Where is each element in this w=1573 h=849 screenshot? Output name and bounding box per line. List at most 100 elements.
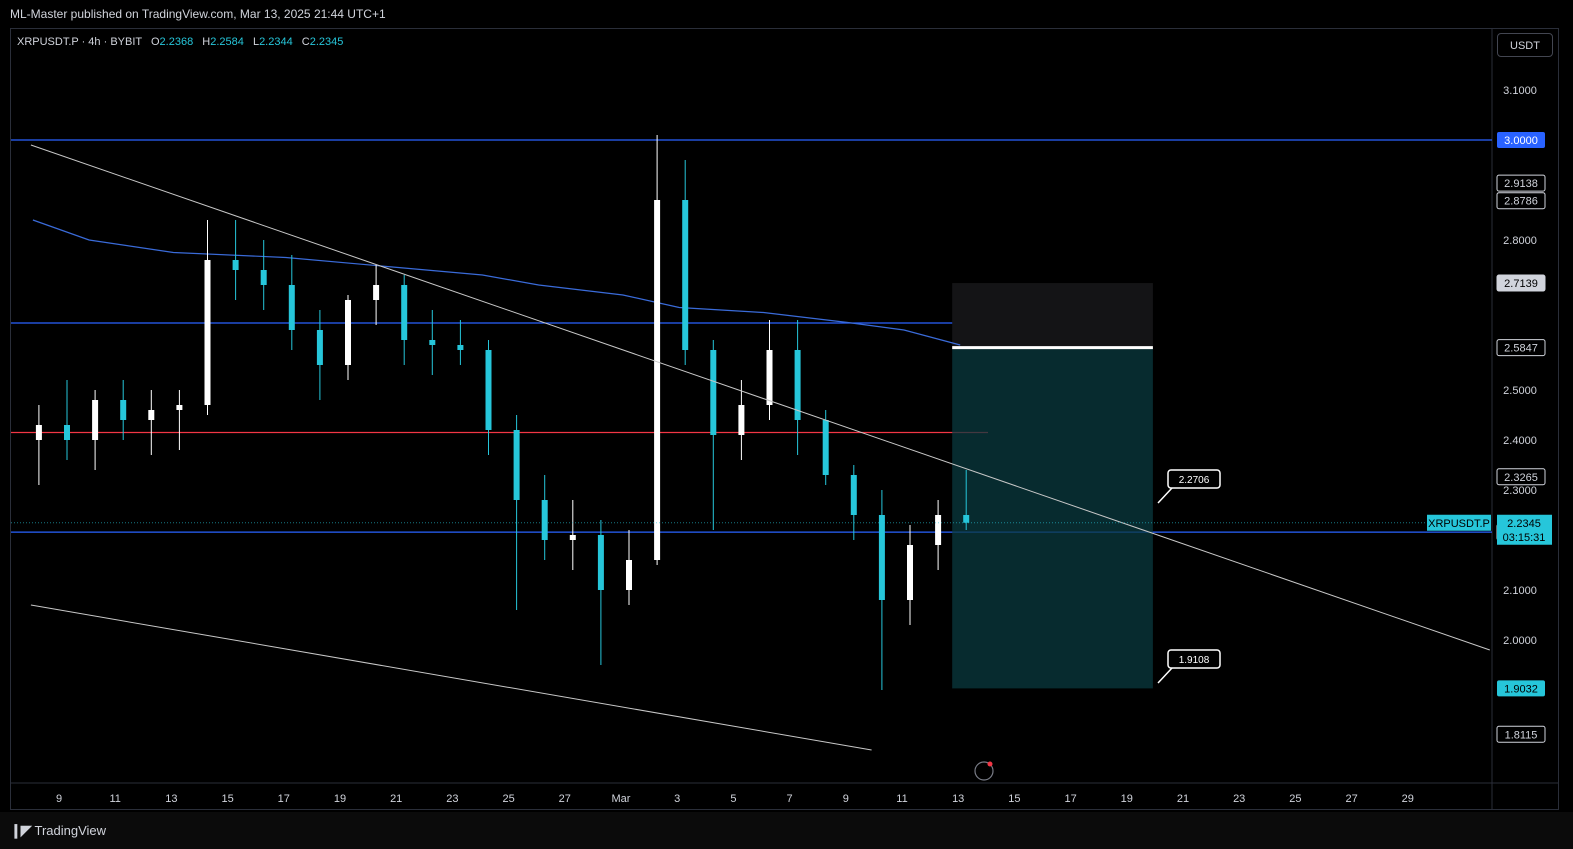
callout-2-2706-pointer	[1157, 487, 1173, 504]
candle-body	[907, 545, 913, 600]
candle-body	[429, 340, 436, 345]
position-stop-zone	[952, 283, 1153, 348]
price-tick-label: 2.1000	[1503, 585, 1537, 597]
candle-body	[682, 200, 689, 350]
tradingview-logo[interactable]: ❙◤ TradingView	[10, 822, 106, 839]
time-axis-label: 15	[1008, 793, 1020, 805]
price-tick-label: 2.8000	[1503, 235, 1537, 247]
chart-area[interactable]: 3.1000 2.8000 2.5000 2.4000 2.3000 2.1000 2.00…	[10, 28, 1559, 810]
price-level-box-label: 2.9138	[1504, 178, 1538, 190]
callout-2-2706-box	[1167, 469, 1221, 489]
candle-body	[794, 350, 801, 420]
price-tick-label: 2.0000	[1503, 635, 1537, 647]
time-axis-label: 27	[559, 793, 571, 805]
low-value: 2.2344	[259, 36, 293, 48]
close-label: C	[301, 36, 310, 48]
candle-body	[204, 260, 211, 405]
tradingview-logo-icon: ❙◤	[10, 822, 31, 838]
candle-body	[710, 350, 717, 435]
time-axis-label: 13	[952, 793, 964, 805]
candle-body	[148, 410, 155, 420]
chart-canvas[interactable]: 3.1000 2.8000 2.5000 2.4000 2.3000 2.1000 2.00…	[11, 29, 1559, 810]
candle-body	[766, 350, 773, 405]
candle-body	[626, 560, 632, 590]
currency-button[interactable]: USDT	[1497, 33, 1553, 57]
time-axis-label: 21	[1177, 793, 1189, 805]
price-level-box	[1496, 274, 1546, 292]
symbol-legend: XRPUSDT.P · 4h · BYBIT O2.2368 H2.2584 L…	[17, 36, 343, 48]
candle-body	[654, 200, 661, 560]
time-axis-label: 15	[221, 793, 233, 805]
publish-header: ML-Master published on TradingView.com, …	[0, 0, 1573, 28]
candle-body	[935, 515, 942, 545]
time-axis-label: 29	[1402, 793, 1414, 805]
time-axis-label: 11	[109, 793, 120, 805]
trendline-0	[30, 144, 1490, 651]
published-text: ML-Master published on TradingView.com, …	[10, 7, 386, 21]
price-level-box	[1496, 174, 1546, 192]
high-value: 2.2584	[210, 36, 244, 48]
time-axis-label: 19	[1121, 793, 1133, 805]
open-label: O	[150, 36, 160, 48]
candle-body	[878, 515, 885, 600]
candle-body	[92, 400, 99, 440]
price-tick-label: 2.3000	[1503, 485, 1537, 497]
open-value: 2.2368	[159, 36, 194, 48]
time-axis-label: 23	[1233, 793, 1245, 805]
candle-body	[120, 400, 127, 420]
low-label: L	[252, 36, 260, 48]
position-target-zone	[952, 347, 1153, 689]
price-level-box	[1497, 132, 1545, 148]
time-axis-label: 23	[446, 793, 458, 805]
candle-body	[822, 420, 829, 475]
callout-1-9108-pointer	[1157, 667, 1173, 684]
price-tick-label: 2.4000	[1503, 435, 1537, 447]
time-axis-label: 19	[334, 793, 346, 805]
price-ticks: 3.1000 2.8000 2.5000 2.4000 2.3000 2.1000 2.00…	[1503, 85, 1537, 647]
candle-body	[288, 285, 295, 330]
candle-body	[373, 285, 380, 300]
time-axis-label: 7	[787, 793, 793, 805]
candle-body	[485, 350, 492, 430]
time-axis-label: 27	[1345, 793, 1357, 805]
current-symbol-tag-label: XRPUSDT.P	[1428, 518, 1490, 530]
price-tick-label: 3.1000	[1503, 85, 1537, 97]
time-axis-label: 5	[730, 793, 736, 805]
time-axis-label: 17	[1064, 793, 1076, 805]
current-symbol-tag	[1427, 514, 1491, 531]
tradingview-brand-text: TradingView	[34, 823, 107, 838]
alert-badge-icon	[987, 761, 993, 767]
price-level-box-label: 3.0000	[1504, 135, 1538, 147]
time-axis-label: 25	[502, 793, 514, 805]
candle-body	[345, 300, 351, 365]
price-level-box-label: 1.9032	[1504, 683, 1538, 695]
callout-1-9108-box	[1167, 649, 1221, 669]
price-level-box	[1496, 339, 1546, 357]
footer-bar: ❙◤ TradingView	[0, 812, 1573, 849]
price-axis-background	[1492, 29, 1558, 809]
candle-body	[597, 535, 604, 590]
symbol-title: XRPUSDT.P · 4h · BYBIT	[17, 36, 142, 48]
price-level-box	[1496, 192, 1546, 210]
time-axis-label: 13	[165, 793, 177, 805]
candle-body	[64, 425, 70, 440]
alert-lightning-icon	[974, 761, 994, 781]
price-level-box	[1497, 680, 1545, 697]
time-axis-label: 25	[1289, 793, 1301, 805]
candle-body	[738, 405, 745, 435]
candle-body	[513, 430, 520, 500]
candle-body	[457, 345, 464, 350]
moving-average-line	[32, 219, 961, 346]
price-level-box-label: 2.5847	[1504, 343, 1538, 355]
time-axis-label: 9	[843, 793, 849, 805]
candle-body	[176, 405, 183, 410]
price-level-box-label: 1.8115	[1505, 729, 1538, 741]
candle-body	[401, 285, 408, 340]
candle-body	[569, 535, 576, 540]
candle-body	[541, 500, 548, 540]
candle-body	[35, 425, 42, 440]
countdown-value: 03:15:31	[1503, 532, 1546, 544]
close-value: 2.2345	[309, 36, 344, 48]
price-level-box-label: 2.3265	[1504, 472, 1538, 484]
price-level-box	[1496, 468, 1546, 486]
